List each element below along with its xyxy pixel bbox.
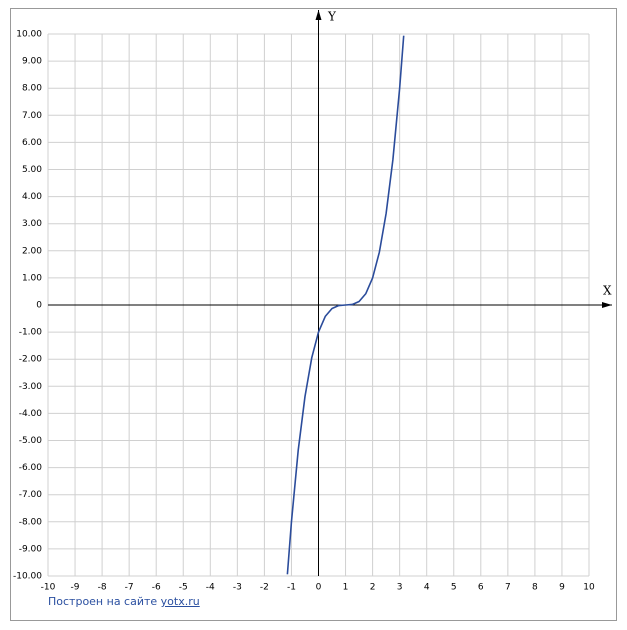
x-axis-arrow: [602, 302, 612, 308]
x-tick-label: -8: [98, 583, 107, 593]
y-tick-label: -9.00: [19, 544, 43, 554]
y-tick-label: 6.00: [22, 138, 42, 148]
y-tick-label: -6.00: [19, 463, 43, 473]
y-tick-label: 3.00: [22, 219, 42, 229]
y-tick-label: -4.00: [19, 409, 43, 419]
y-tick-label: -2.00: [19, 355, 43, 365]
x-tick-label: 3: [397, 583, 403, 593]
y-tick-label: -1.00: [19, 328, 43, 338]
x-tick-label: 10: [583, 583, 595, 593]
y-tick-label: 7.00: [22, 111, 42, 121]
x-tick-label: 8: [532, 583, 538, 593]
x-tick-label: -9: [71, 583, 80, 593]
footer-text: Построен на сайте: [48, 595, 158, 608]
y-tick-label: -5.00: [19, 436, 43, 446]
y-tick-label: 1.00: [22, 273, 42, 283]
x-axis-label: X: [603, 284, 612, 298]
y-tick-label: 9.00: [22, 57, 42, 67]
y-tick-label: 8.00: [22, 84, 42, 94]
footer-link[interactable]: yotx.ru: [160, 595, 200, 608]
y-tick-label: 2.00: [22, 246, 42, 256]
y-tick-label: -7.00: [19, 490, 43, 500]
x-tick-label: 2: [370, 583, 376, 593]
x-tick-label: 4: [424, 583, 430, 593]
x-tick-label: -2: [260, 583, 269, 593]
curve: [286, 35, 405, 575]
x-tick-label: 5: [451, 583, 457, 593]
footer: Построен на сайте yotx.ru: [48, 595, 200, 608]
x-tick-label: 9: [559, 583, 565, 593]
y-tick-label: 5.00: [22, 165, 42, 175]
y-axis-arrow: [315, 10, 322, 20]
y-axis-label: Y: [327, 10, 337, 24]
x-tick-label: 6: [478, 583, 484, 593]
y-tick-label: -10.00: [13, 572, 42, 582]
x-tick-label: -1: [287, 583, 296, 593]
x-tick-label: -5: [179, 583, 188, 593]
x-tick-label: -6: [152, 583, 161, 593]
frame: [10, 8, 617, 621]
y-tick-label: 0: [36, 301, 42, 311]
x-tick-label: 7: [505, 583, 511, 593]
axes: [48, 10, 612, 576]
y-tick-label: 10.00: [16, 30, 42, 40]
x-tick-label: -10: [41, 583, 56, 593]
x-tick-label: 1: [343, 583, 349, 593]
y-tick-label: 4.00: [22, 192, 42, 202]
x-tick-label: -7: [125, 583, 134, 593]
x-tick-label: 0: [316, 583, 322, 593]
y-tick-label: -8.00: [19, 517, 43, 527]
x-tick-label: -4: [206, 583, 215, 593]
x-tick-label: -3: [233, 583, 242, 593]
y-tick-label: -3.00: [19, 382, 43, 392]
